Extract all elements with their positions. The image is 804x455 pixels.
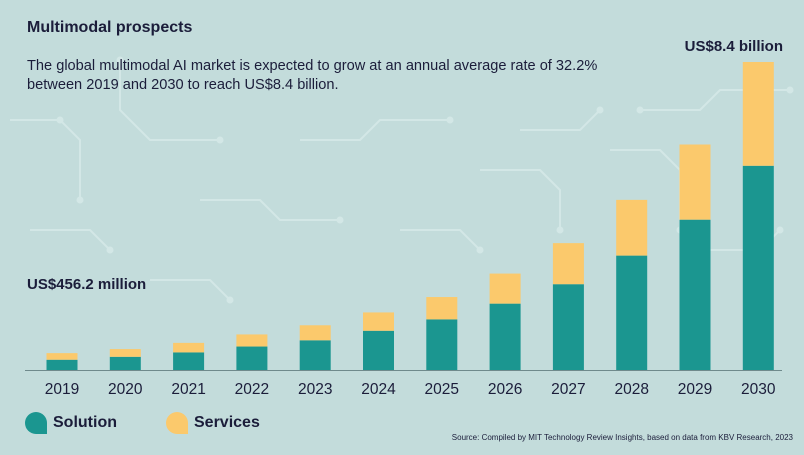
callout-2019-total: US$456.2 million <box>27 276 147 293</box>
circuit-node <box>596 106 604 114</box>
source-note: Source: Compiled by MIT Technology Revie… <box>451 433 793 442</box>
x-tick-label: 2024 <box>361 381 396 398</box>
callout-2030-total: US$8.4 billion <box>684 38 783 55</box>
legend-services-label: Services <box>194 414 260 431</box>
bar-solution-2022 <box>236 346 268 370</box>
bar-services-2030 <box>742 62 774 166</box>
circuit-trace <box>400 229 481 251</box>
bar-services-2028 <box>616 199 648 256</box>
bar-services-2022 <box>236 334 268 347</box>
x-tick-label: 2019 <box>45 381 79 398</box>
bar-services-2024 <box>363 312 394 331</box>
x-tick-label: 2029 <box>678 381 712 398</box>
circuit-node <box>226 296 234 304</box>
circuit-node <box>216 136 224 144</box>
bar-solution-2020 <box>109 356 141 370</box>
circuit-node <box>106 246 114 254</box>
circuit-trace <box>520 109 601 131</box>
circuit-node <box>336 216 344 224</box>
bar-solution-2023 <box>299 340 331 370</box>
x-tick-label: 2023 <box>298 381 332 398</box>
bar-solution-2024 <box>363 330 394 370</box>
circuit-trace <box>200 199 340 221</box>
circuit-trace <box>300 119 450 141</box>
bar-services-2029 <box>679 144 711 220</box>
bar-solution-2025 <box>426 319 458 370</box>
x-tick-label: 2030 <box>741 381 776 398</box>
bar-services-2020 <box>109 349 141 357</box>
x-tick-label: 2020 <box>108 381 143 398</box>
x-tick-label: 2027 <box>551 381 585 398</box>
circuit-node <box>636 106 644 114</box>
x-tick-label: 2021 <box>171 381 205 398</box>
bar-services-2021 <box>173 342 205 353</box>
bar-solution-2028 <box>616 255 648 370</box>
bar-services-2019 <box>46 353 78 360</box>
bar-services-2027 <box>552 243 584 285</box>
circuit-node <box>776 226 784 234</box>
bar-solution-2026 <box>489 303 521 370</box>
bar-services-2026 <box>489 273 521 304</box>
chart-subtitle: The global multimodal AI market is expec… <box>27 58 598 93</box>
bar-solution-2029 <box>679 219 711 370</box>
circuit-trace <box>10 119 81 200</box>
x-tick-label: 2028 <box>614 381 648 398</box>
bar-solution-2027 <box>552 284 584 370</box>
bar-solution-2021 <box>173 352 205 370</box>
services-swatch-icon <box>166 412 188 434</box>
circuit-trace <box>30 229 111 251</box>
legend-solution: Solution <box>25 411 117 435</box>
circuit-node <box>116 56 124 64</box>
solution-swatch-icon <box>25 412 47 434</box>
x-tick-label: 2022 <box>235 381 269 398</box>
circuit-node <box>786 86 794 94</box>
circuit-trace <box>480 169 561 230</box>
x-tick-label: 2025 <box>425 381 459 398</box>
circuit-node <box>446 116 454 124</box>
bar-services-2023 <box>299 325 331 341</box>
bar-services-2025 <box>426 297 458 320</box>
circuit-trace <box>119 60 220 141</box>
circuit-trace <box>150 279 231 301</box>
x-tick-label: 2026 <box>488 381 522 398</box>
legend-services: Services <box>166 411 260 435</box>
circuit-node <box>56 116 64 124</box>
circuit-node <box>556 226 564 234</box>
bar-solution-2019 <box>46 359 78 370</box>
bar-solution-2030 <box>742 165 774 370</box>
chart-title: Multimodal prospects <box>27 19 193 36</box>
circuit-node <box>476 246 484 254</box>
legend-solution-label: Solution <box>53 414 117 431</box>
circuit-node <box>76 196 84 204</box>
